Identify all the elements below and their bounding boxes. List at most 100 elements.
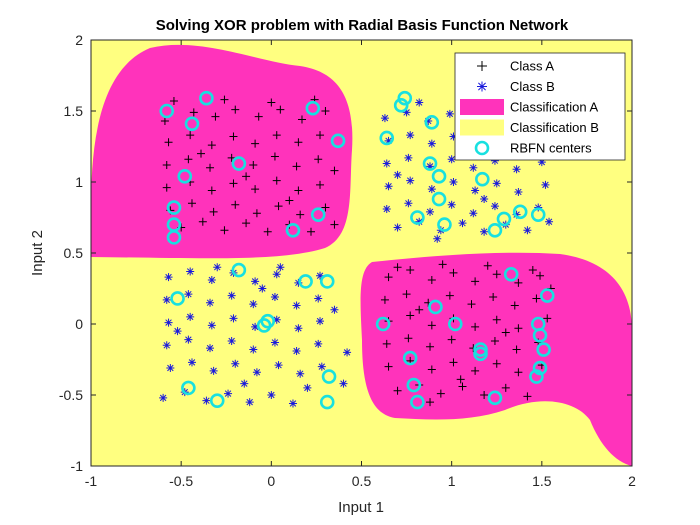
rbfn-center	[424, 115, 440, 130]
class-b-point	[272, 315, 281, 324]
class-a-point	[242, 172, 251, 181]
rbfn-center	[209, 393, 225, 408]
rbfn-center	[475, 171, 490, 187]
class-b-point	[449, 132, 458, 141]
class-b-point	[514, 187, 523, 196]
rbfn-center	[512, 204, 528, 220]
rbfn-center	[473, 346, 488, 362]
class-a-point	[512, 345, 521, 354]
class-b-point	[469, 163, 478, 172]
rbfn-center	[321, 369, 337, 384]
class-a-point	[471, 366, 480, 375]
rbfn-center	[536, 342, 551, 357]
y-axis-label: Input 2	[29, 230, 46, 276]
class-a-point	[501, 383, 510, 392]
class-a-point	[211, 112, 220, 121]
class-a-point	[251, 139, 260, 148]
legend-label: Class B	[510, 79, 555, 94]
class-a-point	[321, 203, 330, 212]
class-a-point	[169, 97, 178, 106]
class-a-point	[393, 263, 402, 272]
class-a-point	[447, 335, 456, 344]
class-b-point	[545, 217, 554, 226]
class-a-point	[427, 365, 436, 374]
class-b-point	[541, 180, 550, 189]
class-a-point	[528, 266, 537, 275]
class-b-point	[490, 156, 499, 165]
class-b-point	[384, 182, 393, 191]
y-tick-label: 2	[75, 32, 83, 48]
rbfn-center	[473, 342, 488, 357]
class-a-point	[330, 166, 339, 175]
class-a-point	[285, 196, 294, 205]
class-a-point	[543, 314, 552, 323]
class-b-point	[173, 327, 182, 336]
rbfn-center	[319, 274, 335, 289]
class-b-point	[252, 368, 261, 377]
class-a-point	[296, 210, 305, 219]
rbfn-center	[496, 211, 512, 227]
class-a-point	[274, 202, 283, 211]
rbfn-center	[503, 266, 519, 282]
x-tick-label: 0.5	[352, 473, 372, 489]
class-a-point	[514, 324, 523, 333]
class-b-point	[445, 109, 454, 118]
rbfn-center	[177, 169, 193, 184]
rbfn-center	[298, 274, 313, 289]
rbfn-centers	[159, 90, 555, 410]
class-b-point	[213, 263, 222, 272]
class-a-point	[514, 368, 523, 377]
class-b-point	[380, 114, 389, 123]
class-b-point	[382, 159, 391, 168]
class-a-point	[510, 301, 519, 310]
class-a-point	[382, 339, 391, 348]
class-a-point	[492, 359, 501, 368]
rbfn-center	[319, 394, 335, 410]
class-a-point	[316, 131, 325, 140]
class-b-point	[492, 179, 501, 188]
class-b-point	[251, 322, 260, 331]
class-b-point	[186, 267, 195, 276]
class-b-point	[294, 278, 303, 287]
class-b-point	[406, 131, 415, 140]
class-b-point	[267, 391, 276, 399]
class-a-point	[229, 132, 238, 141]
class-a-point	[406, 311, 415, 320]
class-a-point	[207, 186, 216, 195]
rbfn-center	[184, 116, 200, 132]
class-b-point	[404, 153, 413, 162]
class-a-point	[198, 217, 207, 226]
x-axis-label: Input 1	[338, 499, 384, 516]
y-tick-label: 0	[75, 316, 83, 332]
class-b-point	[227, 337, 236, 346]
class-a-point	[426, 398, 435, 407]
class-b-point	[523, 226, 532, 235]
legend-label: RBFN centers	[510, 141, 592, 156]
class-b-point	[159, 393, 168, 402]
class-a-point	[380, 295, 389, 304]
rbfn-center	[431, 191, 447, 207]
class-b-point	[202, 396, 211, 405]
x-tick-label: -1	[85, 473, 98, 489]
class-b-point	[447, 155, 456, 164]
rbfn-center	[260, 313, 276, 329]
class-b-point	[294, 324, 303, 333]
class-b-point	[480, 195, 489, 204]
class-a-point	[384, 362, 393, 371]
class-a-point	[456, 375, 465, 384]
y-axis: -1 -0.5 0 0.5 1 1.5 2	[59, 32, 632, 474]
class-a-point	[229, 179, 238, 188]
legend-class-b-marker	[477, 81, 487, 92]
class-a-point	[436, 389, 445, 398]
class-b-point	[314, 294, 323, 303]
legend-label: Class A	[510, 59, 554, 74]
class-b-point	[224, 389, 233, 398]
class-b-point	[316, 271, 325, 280]
class-b-point	[292, 301, 301, 310]
x-axis: -1 -0.5 0 0.5 1 1.5 2	[85, 40, 636, 489]
rbfn-center	[410, 394, 425, 410]
class-a-point	[220, 95, 229, 104]
class-b-point	[166, 364, 175, 373]
x-tick-label: 0	[267, 473, 275, 489]
